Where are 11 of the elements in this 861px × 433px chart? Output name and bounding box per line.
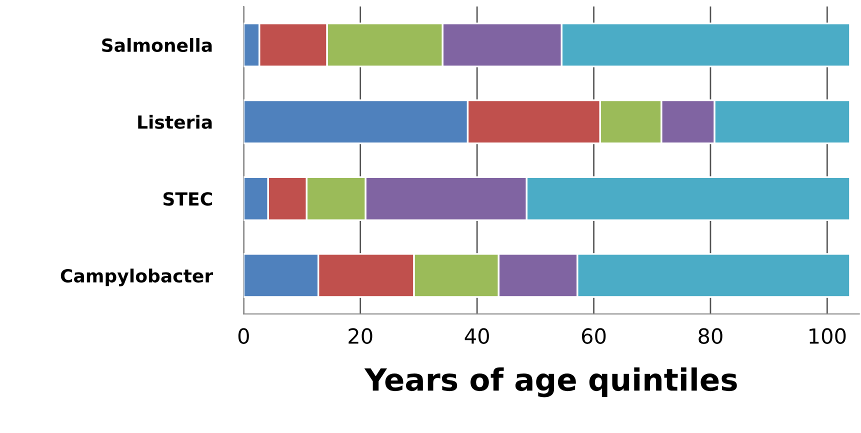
y-tick-label: Campylobacter: [60, 268, 214, 286]
y-tick-label: STEC: [163, 192, 212, 206]
x-tick-label: 0: [238, 328, 249, 344]
y-tick-label: Salmonella: [102, 38, 212, 52]
x-tick-label: 80: [698, 328, 722, 344]
x-axis-title: Years of age quintiles: [364, 367, 737, 398]
x-tick-label: 60: [582, 328, 606, 344]
x-tick-label: 20: [348, 328, 372, 344]
x-tick-label: 100: [810, 328, 846, 344]
x-tick-label: 40: [464, 328, 489, 344]
y-tick-label: Listeria: [138, 114, 212, 129]
